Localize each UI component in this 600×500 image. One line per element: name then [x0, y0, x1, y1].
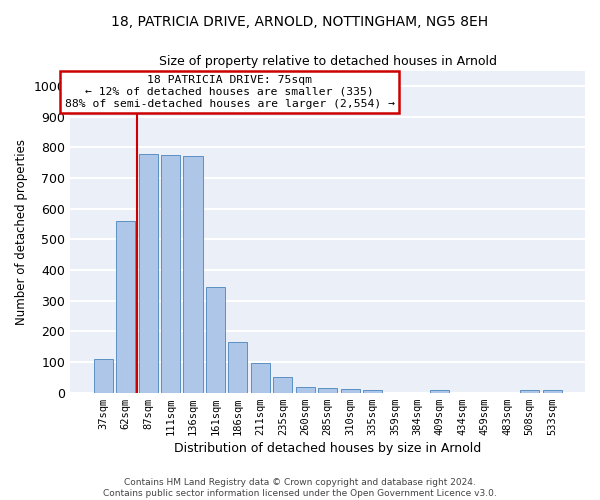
X-axis label: Distribution of detached houses by size in Arnold: Distribution of detached houses by size … [174, 442, 481, 455]
Bar [229, 342, 247, 392]
Bar [341, 389, 359, 392]
Y-axis label: Number of detached properties: Number of detached properties [15, 138, 28, 324]
Bar [363, 390, 382, 392]
Title: Size of property relative to detached houses in Arnold: Size of property relative to detached ho… [158, 55, 497, 68]
Text: 18 PATRICIA DRIVE: 75sqm
← 12% of detached houses are smaller (335)
88% of semi-: 18 PATRICIA DRIVE: 75sqm ← 12% of detach… [65, 76, 395, 108]
Bar [520, 390, 539, 392]
Text: 18, PATRICIA DRIVE, ARNOLD, NOTTINGHAM, NG5 8EH: 18, PATRICIA DRIVE, ARNOLD, NOTTINGHAM, … [112, 15, 488, 29]
Bar [139, 154, 158, 392]
Bar [251, 362, 270, 392]
Bar [542, 390, 562, 392]
Bar [273, 376, 292, 392]
Bar [116, 221, 135, 392]
Bar [318, 388, 337, 392]
Bar [161, 155, 180, 392]
Bar [296, 387, 315, 392]
Text: Contains HM Land Registry data © Crown copyright and database right 2024.
Contai: Contains HM Land Registry data © Crown c… [103, 478, 497, 498]
Bar [206, 288, 225, 393]
Bar [94, 359, 113, 392]
Bar [430, 390, 449, 392]
Bar [184, 156, 203, 392]
